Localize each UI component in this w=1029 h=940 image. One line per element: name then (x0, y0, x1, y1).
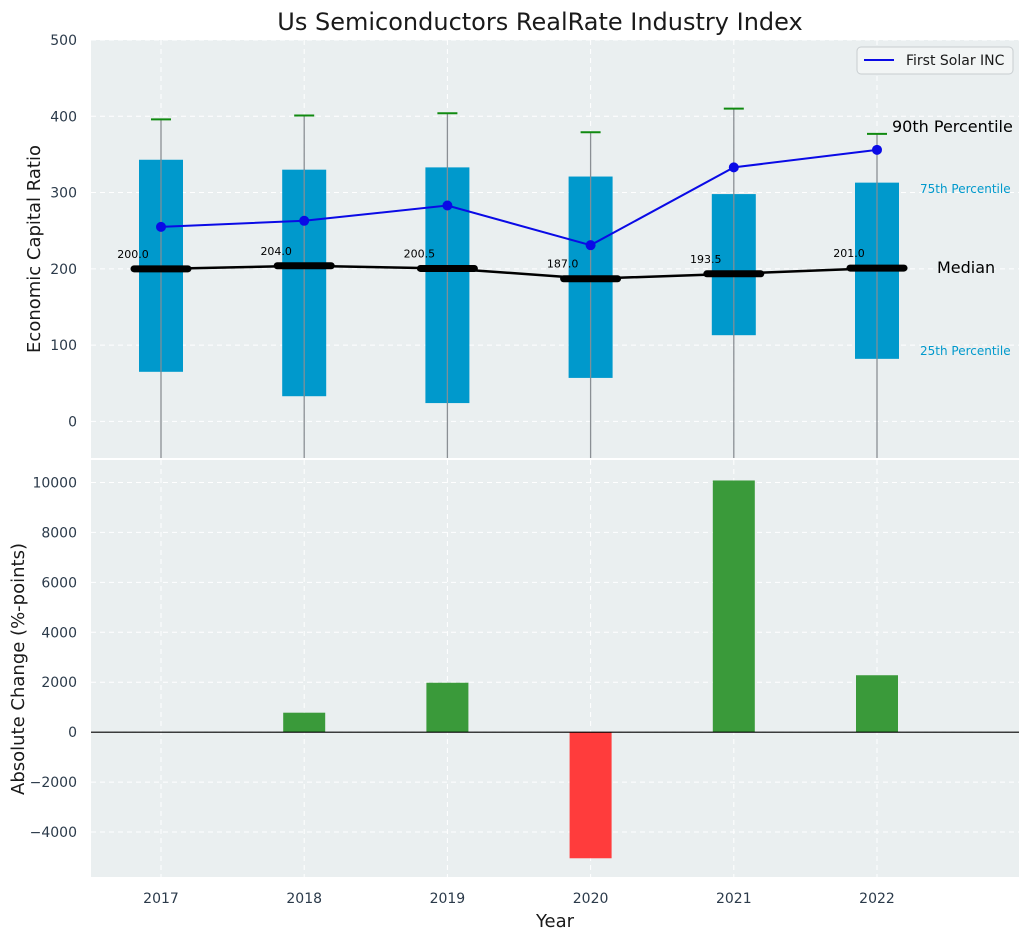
median-annotation: Median (937, 258, 995, 277)
company-series (156, 144, 882, 251)
y-tick-label: 2000 (41, 675, 77, 691)
bar-series (283, 480, 898, 859)
company-point (156, 221, 166, 232)
x-tick-label: 2018 (286, 891, 322, 907)
change-bar (426, 682, 469, 733)
x-tick-label: 2021 (716, 891, 752, 907)
x-tick-label: 2019 (430, 891, 466, 907)
box-panel-y-ticks: 0 100 200 300 400 500 (50, 33, 77, 430)
y-tick-label: −4000 (30, 825, 77, 841)
company-point (442, 200, 453, 211)
y-tick-label: 10000 (32, 475, 77, 491)
y-tick-label: 300 (50, 186, 77, 202)
legend-company-label: First Solar INC (906, 53, 1005, 69)
y-tick-label: −2000 (30, 775, 77, 791)
p25-annotation: 25th Percentile (920, 344, 1011, 358)
p75-annotation: 75th Percentile (920, 182, 1011, 196)
bar-panel-y-label: Absolute Change (%-points) (8, 543, 29, 795)
y-tick-label: 0 (68, 725, 77, 741)
y-tick-label: 6000 (41, 575, 77, 591)
company-line (160, 148, 878, 247)
y-tick-label: 0 (68, 414, 77, 430)
legend: First Solar INC (856, 46, 1014, 75)
x-tick-label: 2022 (859, 891, 895, 907)
company-point (728, 162, 739, 173)
median-value-label: 187.0 (547, 258, 579, 271)
median-value-label: 201.0 (833, 247, 865, 260)
percentile-annotations: 90th Percentile 75th Percentile Median 2… (892, 117, 1013, 358)
median-value-label: 200.0 (117, 248, 149, 261)
y-tick-label: 200 (50, 262, 77, 278)
bar-panel-y-ticks: −4000 −2000 0 2000 4000 6000 8000 10000 (30, 475, 77, 841)
y-tick-label: 100 (50, 338, 77, 354)
y-tick-label: 400 (50, 109, 77, 125)
median-series: 200.0 204.0 200.5 187.0 193.5 201.0 (117, 245, 908, 283)
p90-annotation: 90th Percentile (892, 117, 1013, 136)
company-point (872, 144, 882, 155)
legend-frame (856, 46, 1014, 75)
median-value-label: 204.0 (260, 245, 292, 258)
median-value-label: 193.5 (690, 253, 722, 266)
x-tick-label: 2017 (143, 891, 179, 907)
change-bar (283, 712, 326, 733)
change-bar (856, 675, 898, 733)
change-bar (569, 732, 612, 859)
company-point (299, 215, 310, 226)
box-panel-y-label: Economic Capital Ratio (24, 145, 45, 353)
x-tick-label: 2020 (573, 891, 609, 907)
change-bar (712, 480, 755, 733)
bar-panel-background (91, 460, 1019, 877)
y-tick-label: 500 (50, 33, 77, 49)
median-value-label: 200.5 (404, 247, 436, 260)
bar-panel-x-ticks: 2017 2018 2019 2020 2021 2022 (143, 891, 895, 907)
y-tick-label: 4000 (41, 625, 77, 641)
bar-panel-x-label: Year (535, 911, 575, 932)
chart-title: Us Semiconductors RealRate Industry Inde… (277, 8, 802, 36)
company-point (585, 240, 596, 251)
y-tick-label: 8000 (41, 525, 77, 541)
